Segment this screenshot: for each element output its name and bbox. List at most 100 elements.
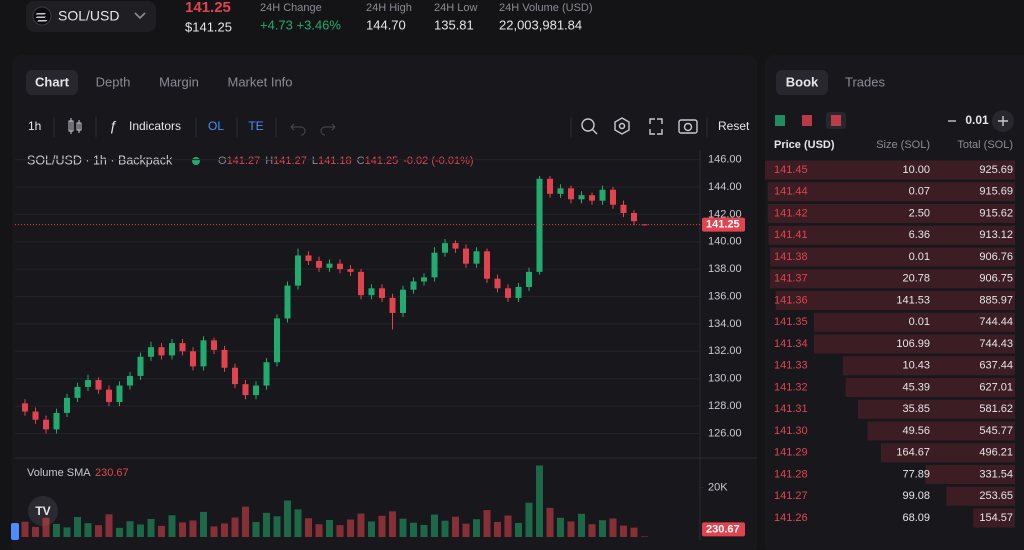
candle-body bbox=[389, 297, 396, 313]
candle-body bbox=[305, 255, 312, 261]
toolbar-toggle[interactable]: TE bbox=[248, 119, 263, 133]
legend-key: C bbox=[357, 155, 365, 167]
candle-body bbox=[179, 343, 186, 352]
book-cell[interactable]: 141.45 bbox=[774, 164, 808, 176]
tv-logo[interactable] bbox=[28, 496, 58, 526]
zoom-icon[interactable] bbox=[581, 118, 595, 132]
stat-label: 24H Low bbox=[434, 2, 477, 14]
chart-tab[interactable]: Depth bbox=[96, 74, 131, 89]
depth-bar bbox=[880, 443, 1015, 463]
candle-body bbox=[358, 271, 364, 296]
sol-glyph bbox=[35, 13, 48, 22]
candle-body bbox=[515, 286, 522, 298]
volume-bar bbox=[158, 525, 165, 537]
book-cell[interactable]: 141.29 bbox=[774, 447, 808, 459]
book-cell: 744.43 bbox=[979, 338, 1013, 350]
book-cell: 637.44 bbox=[979, 360, 1013, 372]
candle-body bbox=[32, 411, 39, 420]
y-tick-label: 136.00 bbox=[708, 290, 742, 302]
candle-body bbox=[74, 386, 81, 398]
volume-bar bbox=[588, 524, 596, 537]
view-asks[interactable] bbox=[802, 115, 812, 126]
reset[interactable]: Reset bbox=[718, 119, 750, 133]
chart-tab[interactable]: Chart bbox=[35, 74, 70, 89]
interval[interactable]: 1h bbox=[28, 119, 41, 133]
redo[interactable] bbox=[320, 123, 336, 136]
settings-icon[interactable] bbox=[614, 117, 630, 135]
candle-body bbox=[22, 403, 28, 412]
volume-bar bbox=[105, 514, 113, 537]
book-cell[interactable]: 141.27 bbox=[774, 490, 808, 502]
volume-bar bbox=[336, 525, 344, 537]
book-column: Price (USD) bbox=[774, 139, 835, 151]
y-tick-label: 144.00 bbox=[708, 181, 742, 193]
view-both[interactable] bbox=[775, 115, 785, 126]
book-cell: 627.01 bbox=[979, 381, 1013, 393]
volume-bar bbox=[494, 521, 501, 537]
book-cell[interactable]: 141.37 bbox=[774, 273, 808, 285]
volume-bar bbox=[315, 524, 323, 537]
legend-value: 141.18 bbox=[318, 155, 352, 167]
candle-body bbox=[53, 412, 60, 430]
candle-body bbox=[421, 277, 427, 282]
last-price-label: 141.25 bbox=[706, 219, 740, 231]
candle-body bbox=[442, 243, 448, 253]
book-cell: 581.62 bbox=[979, 403, 1013, 415]
volume-bar bbox=[452, 516, 459, 537]
screenshot-icon[interactable] bbox=[678, 119, 698, 134]
book-cell: 10.00 bbox=[902, 164, 930, 176]
book-cell[interactable]: 141.34 bbox=[774, 338, 808, 350]
fullscreen-icon[interactable] bbox=[649, 118, 663, 135]
stat-value: +4.73 +3.46% bbox=[260, 17, 341, 32]
book-cell[interactable]: 141.36 bbox=[774, 294, 808, 306]
book-column: Total (SOL) bbox=[957, 139, 1013, 151]
pair-selector[interactable] bbox=[26, 1, 156, 32]
book-tab[interactable]: Trades bbox=[845, 74, 885, 89]
book-column: Size (SOL) bbox=[876, 139, 930, 151]
book-cell: 925.69 bbox=[979, 164, 1013, 176]
book-cell[interactable]: 141.33 bbox=[774, 360, 808, 372]
volume-bar bbox=[504, 515, 512, 537]
book-cell: 0.01 bbox=[909, 316, 930, 328]
candle-body bbox=[431, 252, 438, 278]
y-tick-label: 128.00 bbox=[708, 400, 742, 412]
book-cell[interactable]: 141.35 bbox=[774, 316, 808, 328]
tv-glyph: TV bbox=[35, 504, 50, 518]
candle-body bbox=[410, 281, 417, 290]
book-cell[interactable]: 141.41 bbox=[774, 229, 808, 241]
fx-icon[interactable]: ƒ bbox=[109, 118, 117, 134]
book-cell[interactable]: 141.42 bbox=[774, 207, 808, 219]
book-cell: 906.76 bbox=[979, 251, 1013, 263]
volume-bar bbox=[515, 522, 522, 537]
undo[interactable] bbox=[290, 123, 306, 136]
book-cell: 915.69 bbox=[979, 186, 1013, 198]
depth-bar bbox=[925, 465, 1015, 484]
depth-bar bbox=[857, 399, 1015, 419]
book-cell[interactable]: 141.28 bbox=[774, 468, 808, 480]
indicators[interactable]: Indicators bbox=[129, 119, 181, 133]
toolbar-toggle[interactable]: OL bbox=[208, 119, 224, 133]
book-cell[interactable]: 141.44 bbox=[774, 186, 808, 198]
depth-bar bbox=[767, 182, 1015, 202]
volume-bar bbox=[273, 516, 281, 537]
stat-label: 24H Change bbox=[260, 2, 322, 14]
book-cell[interactable]: 141.30 bbox=[774, 425, 808, 437]
chart-tab[interactable]: Market Info bbox=[227, 74, 292, 89]
book-cell[interactable]: 141.26 bbox=[774, 512, 808, 524]
book-cell: 154.57 bbox=[979, 512, 1013, 524]
volume-bar bbox=[231, 517, 239, 537]
volume-bar bbox=[462, 523, 470, 537]
candle-body bbox=[536, 178, 543, 272]
legend-value: 141.27 bbox=[273, 155, 307, 167]
book-cell[interactable]: 141.31 bbox=[774, 403, 808, 415]
book-tab[interactable]: Book bbox=[786, 74, 819, 89]
volume-bar bbox=[147, 519, 155, 537]
volume-bar bbox=[242, 506, 249, 537]
candle-body bbox=[641, 224, 648, 226]
chart-tab[interactable]: Margin bbox=[159, 74, 199, 89]
book-cell[interactable]: 141.38 bbox=[774, 251, 808, 263]
volume-bar bbox=[609, 518, 617, 537]
book-cell[interactable]: 141.32 bbox=[774, 381, 808, 393]
candle-type-icon[interactable] bbox=[68, 118, 82, 134]
